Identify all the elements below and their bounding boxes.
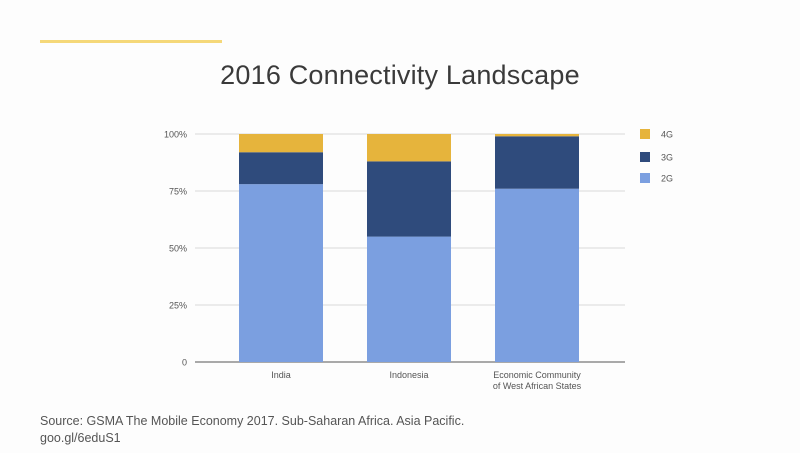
bar-segment-4g [495,134,579,137]
legend-swatch-3g [640,152,650,162]
bar-segment-4g [239,134,323,153]
bar-segment-4g [367,134,451,162]
y-tick-label: 0 [182,358,187,368]
source-note: Source: GSMA The Mobile Economy 2017. Su… [40,413,464,447]
legend-label-2g: 2G [661,174,673,184]
legend-swatch-4g [640,129,650,139]
source-citation: Source: GSMA The Mobile Economy 2017. Su… [40,414,465,428]
y-tick-label: 75% [169,187,187,197]
x-tick-label: Indonesia [389,370,428,380]
bar-segment-3g [495,136,579,189]
y-tick-label: 25% [169,301,187,311]
title-accent-rule [40,40,222,43]
x-tick-label: of West African States [493,381,582,391]
y-tick-label: 100% [164,130,187,140]
x-tick-label: India [271,370,291,380]
legend-label-3g: 3G [661,153,673,163]
y-tick-label: 50% [169,244,187,254]
source-link: goo.gl/6eduS1 [40,431,121,445]
bar-segment-3g [239,152,323,185]
bar-segment-2g [367,236,451,362]
x-tick-label: Economic Community [493,370,581,380]
bar-segment-2g [239,184,323,362]
bar-segment-2g [495,188,579,362]
legend-swatch-2g [640,173,650,183]
legend-label-4g: 4G [661,130,673,140]
bar-segment-3g [367,161,451,237]
slide-title: 2016 Connectivity Landscape [220,60,580,90]
